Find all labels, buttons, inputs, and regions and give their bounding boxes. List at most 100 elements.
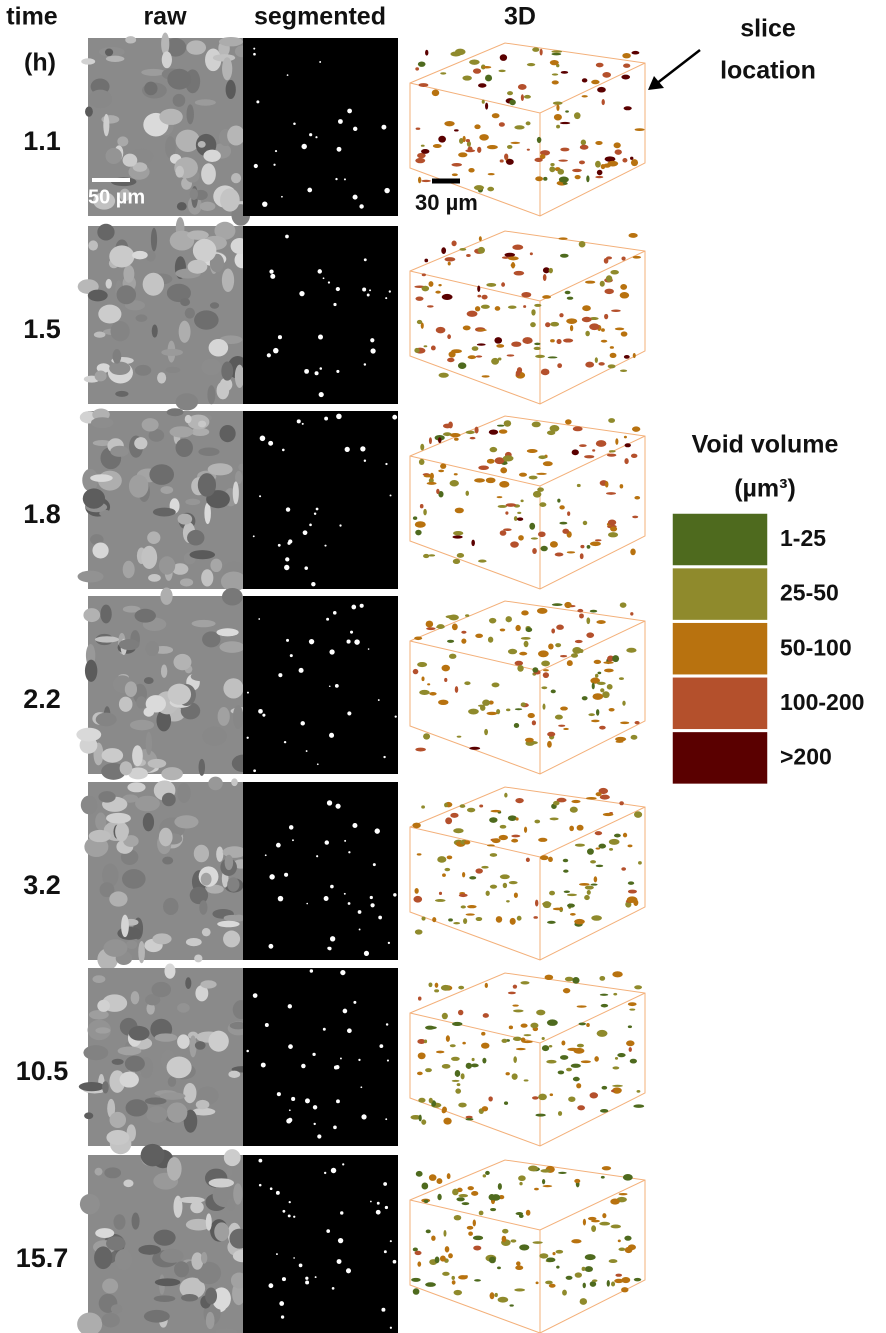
void-blob xyxy=(600,1003,609,1008)
void xyxy=(343,892,346,895)
grain xyxy=(88,240,99,251)
grain xyxy=(234,364,245,388)
grain xyxy=(185,1218,211,1231)
void-blob xyxy=(562,988,571,994)
void-blob xyxy=(582,520,588,526)
void-blob xyxy=(488,617,497,624)
void-blob xyxy=(567,511,571,516)
void-blob xyxy=(567,903,575,908)
void-blob xyxy=(558,176,569,183)
void-blob xyxy=(499,530,507,536)
void-blob xyxy=(518,1175,526,1182)
void-blob xyxy=(469,59,480,65)
void-blob xyxy=(425,620,434,628)
void xyxy=(269,874,275,880)
void-blob xyxy=(496,496,503,499)
void xyxy=(304,566,309,570)
segmented-image xyxy=(243,38,398,216)
grain xyxy=(166,1102,188,1123)
void-blob xyxy=(494,306,501,311)
void-blob xyxy=(458,893,468,898)
segmented-image xyxy=(243,411,398,589)
void-blob xyxy=(630,159,639,167)
void-blob xyxy=(451,623,458,631)
void-blob xyxy=(454,1070,461,1077)
void-blob xyxy=(506,708,511,712)
void-blob xyxy=(549,817,559,821)
void xyxy=(246,736,249,739)
void xyxy=(305,1098,310,1104)
void-blob xyxy=(560,654,568,658)
void-blob xyxy=(453,473,458,476)
void-blob xyxy=(611,1281,616,1287)
void-blob xyxy=(607,519,617,526)
void-blob xyxy=(612,1066,620,1070)
void-blob xyxy=(630,548,636,556)
void-blob xyxy=(461,1202,470,1206)
grain xyxy=(90,417,114,429)
grain xyxy=(121,914,129,938)
void xyxy=(347,108,352,114)
grain xyxy=(232,705,244,730)
grain xyxy=(94,1167,103,1176)
void-blob xyxy=(421,676,425,682)
row: 1.8 xyxy=(23,408,646,592)
void-blob xyxy=(599,975,606,981)
grain xyxy=(187,230,209,240)
void-blob xyxy=(624,458,629,465)
void-blob xyxy=(474,124,481,130)
void-blob xyxy=(619,801,624,806)
grain xyxy=(214,1222,230,1242)
grain xyxy=(88,829,111,843)
grain xyxy=(143,1309,170,1323)
grain xyxy=(104,48,114,57)
void xyxy=(389,494,392,497)
grain xyxy=(149,464,175,485)
segmented-image xyxy=(243,1155,398,1333)
void-blob xyxy=(428,281,434,287)
void-blob xyxy=(608,838,620,845)
legend: 1-25 25-50 50-100 100-200 >200 xyxy=(671,512,864,786)
legend-unit: (µm³) xyxy=(734,475,796,503)
void-blob xyxy=(520,1037,526,1043)
void-blob xyxy=(545,1280,553,1285)
void xyxy=(275,1190,280,1195)
grain xyxy=(177,1003,190,1013)
void xyxy=(284,564,290,571)
void-blob xyxy=(465,1115,473,1119)
void-blob xyxy=(552,1252,556,1256)
grain xyxy=(109,361,131,376)
grain xyxy=(189,1035,197,1058)
void-blob xyxy=(449,1044,456,1048)
void-blob xyxy=(441,1063,451,1069)
void-blob xyxy=(613,142,621,149)
grain xyxy=(101,1312,120,1328)
grain xyxy=(144,81,158,96)
void-blob xyxy=(592,1279,598,1283)
void-blob xyxy=(510,1239,517,1243)
void-blob xyxy=(607,160,619,167)
void-blob xyxy=(418,458,425,465)
void-blob xyxy=(465,490,470,496)
void xyxy=(281,1277,286,1282)
void-blob xyxy=(478,83,487,88)
void-blob xyxy=(612,971,623,978)
void-blob xyxy=(541,1036,545,1040)
void xyxy=(369,1200,372,1203)
void-blob xyxy=(619,292,630,299)
grain xyxy=(95,1027,111,1034)
void-blob xyxy=(534,819,541,824)
grain xyxy=(118,639,140,651)
void-blob xyxy=(491,113,500,119)
void-blob xyxy=(534,157,543,163)
void xyxy=(383,1250,387,1254)
void xyxy=(259,435,266,442)
void-blob xyxy=(412,1247,418,1252)
void-blob xyxy=(559,521,568,525)
void-blob xyxy=(527,713,535,719)
void-blob xyxy=(412,516,418,520)
void-blob xyxy=(467,904,477,909)
void-blob xyxy=(534,303,542,307)
void-blob xyxy=(558,724,566,727)
void-blob xyxy=(470,1063,479,1068)
